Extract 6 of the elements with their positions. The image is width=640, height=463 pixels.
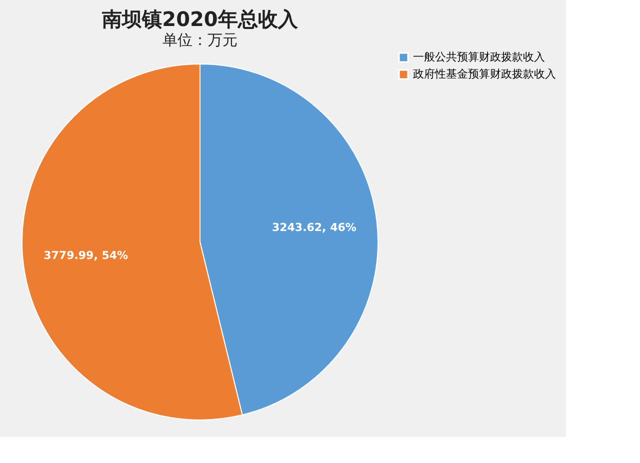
data-label: 3779.99, 54% <box>44 248 128 262</box>
chart-title: 南坝镇2020年总收入 <box>101 7 299 31</box>
legend-label: 政府性基金预算财政拨款收入 <box>413 68 556 80</box>
legend-label: 一般公共预算财政拨款收入 <box>413 50 545 64</box>
chart-subtitle: 单位：万元 <box>162 31 238 49</box>
data-label: 3243.62, 46% <box>272 221 356 234</box>
